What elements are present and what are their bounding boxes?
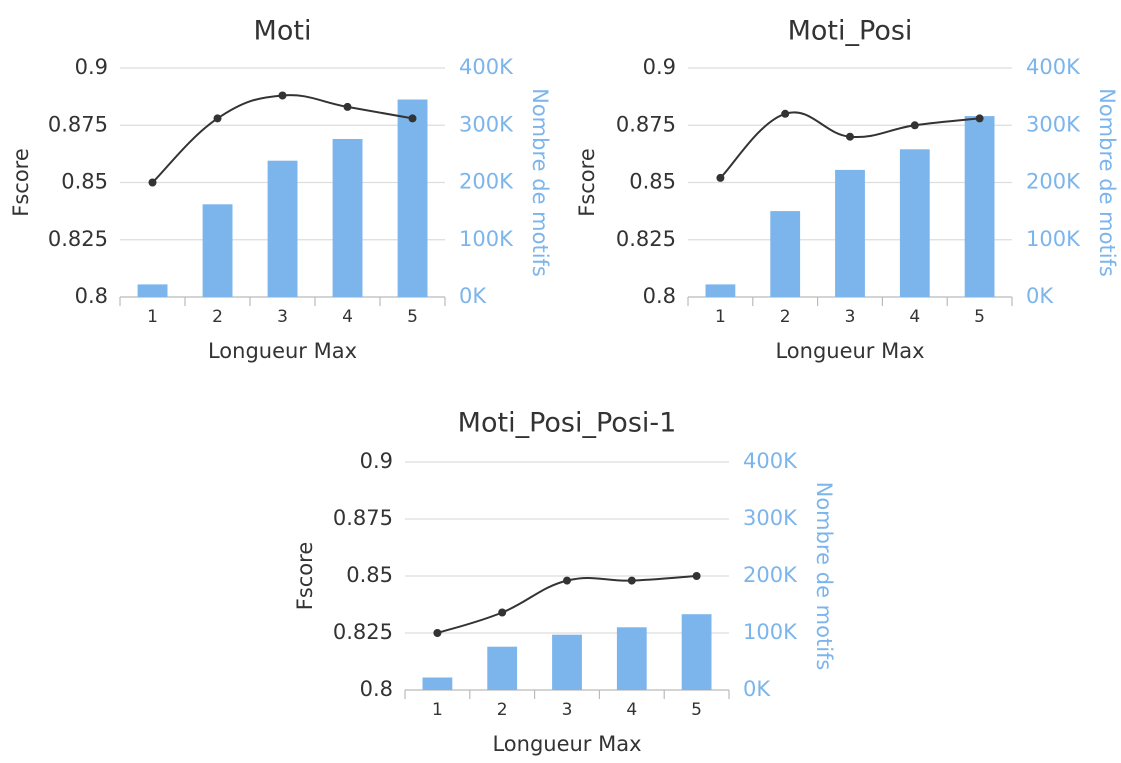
chart-title: Moti bbox=[254, 16, 312, 47]
fscore-point-5 bbox=[975, 114, 984, 123]
y2-tick-label: 300K bbox=[459, 112, 514, 136]
fscore-point-5 bbox=[692, 572, 701, 580]
bar-4 bbox=[899, 149, 930, 297]
fscore-point-1 bbox=[716, 173, 725, 182]
x-tick-label: 3 bbox=[845, 307, 856, 327]
bar-1 bbox=[705, 284, 736, 297]
y-tick-label: 0.85 bbox=[346, 563, 393, 587]
y2-tick-label: 0K bbox=[743, 677, 771, 701]
y-tick-label: 0.875 bbox=[616, 112, 676, 136]
bar-2 bbox=[487, 646, 518, 690]
y2-tick-label: 100K bbox=[1026, 227, 1081, 251]
y-tick-label: 0.9 bbox=[75, 55, 108, 79]
chart-3: Moti_Posi_Posi-1 0.8 0K 0.825 100K 0.85 200K 0.… bbox=[293, 408, 836, 757]
bar-3 bbox=[835, 169, 865, 297]
x-tick-label: 4 bbox=[909, 307, 920, 327]
bar-1 bbox=[137, 284, 168, 297]
x-axis-title: Longueur Max bbox=[208, 339, 357, 363]
y2-tick-label: 0K bbox=[1026, 284, 1054, 308]
bar-2 bbox=[202, 204, 233, 297]
y2-tick-label: 400K bbox=[743, 449, 798, 473]
x-tick-label: 1 bbox=[147, 307, 158, 327]
y2-tick-label: 0K bbox=[459, 284, 487, 308]
bar-5 bbox=[397, 99, 428, 297]
x-tick-label: 2 bbox=[497, 700, 508, 720]
x-tick-label: 4 bbox=[342, 307, 353, 327]
x-tick-label: 3 bbox=[562, 700, 573, 720]
fscore-point-2 bbox=[781, 109, 790, 118]
fscore-line bbox=[719, 111, 980, 179]
bar-5 bbox=[681, 614, 712, 690]
fscore-point-5 bbox=[408, 114, 417, 123]
bar-3 bbox=[552, 634, 582, 690]
y-tick-label: 0.9 bbox=[360, 449, 393, 473]
fscore-point-1 bbox=[148, 178, 157, 187]
fscore-point-4 bbox=[627, 576, 636, 585]
y2-tick-label: 200K bbox=[459, 170, 514, 194]
y2-tick-label: 100K bbox=[459, 227, 514, 251]
fscore-point-4 bbox=[910, 121, 919, 130]
chart-title: Moti_Posi bbox=[788, 16, 913, 47]
y-tick-label: 0.8 bbox=[75, 284, 108, 308]
chart-2: Moti_Posi 0.8 0K 0.825 100K 0.85 200K 0.875 300K… bbox=[575, 16, 1119, 364]
y-tick-label: 0.825 bbox=[333, 620, 393, 644]
x-tick-label: 1 bbox=[432, 700, 443, 720]
chart-1: Moti 0.8 0K 0.825 100K 0.85 200K 0.875 300K 0.9 40… bbox=[9, 16, 552, 364]
fscore-point-3 bbox=[846, 132, 854, 141]
y-tick-label: 0.825 bbox=[48, 227, 108, 251]
y-tick-label: 0.9 bbox=[643, 55, 676, 79]
x-axis-title: Longueur Max bbox=[775, 339, 924, 363]
y-tick-label: 0.8 bbox=[643, 284, 676, 308]
y-tick-label: 0.8 bbox=[360, 677, 393, 701]
y-tick-label: 0.825 bbox=[616, 227, 676, 251]
x-tick-label: 1 bbox=[715, 307, 726, 327]
bar-3 bbox=[267, 160, 298, 297]
bar-2 bbox=[770, 211, 801, 297]
x-axis-title: Longueur Max bbox=[492, 732, 641, 756]
y-axis-title: Fscore bbox=[575, 148, 599, 217]
y-tick-label: 0.875 bbox=[48, 112, 108, 136]
chart-title: Moti_Posi_Posi-1 bbox=[458, 408, 677, 439]
fscore-point-1 bbox=[433, 629, 442, 637]
fscore-point-2 bbox=[213, 114, 222, 123]
y2-tick-label: 200K bbox=[743, 563, 798, 587]
fscore-point-3 bbox=[278, 91, 287, 100]
y2-axis-title: Nombre de motifs bbox=[1095, 88, 1119, 277]
x-tick-label: 5 bbox=[407, 307, 418, 327]
y2-axis-title: Nombre de motifs bbox=[812, 482, 836, 671]
fscore-point-3 bbox=[563, 576, 571, 585]
fscore-point-2 bbox=[498, 608, 507, 617]
y2-tick-label: 200K bbox=[1026, 170, 1081, 194]
fscore-point-4 bbox=[343, 102, 352, 111]
y-tick-label: 0.85 bbox=[61, 170, 108, 194]
x-tick-label: 4 bbox=[626, 700, 637, 720]
x-tick-label: 2 bbox=[780, 307, 791, 327]
y-tick-label: 0.875 bbox=[333, 506, 393, 530]
y2-tick-label: 100K bbox=[743, 620, 798, 644]
y2-tick-label: 300K bbox=[1026, 112, 1081, 136]
bar-1 bbox=[422, 677, 453, 690]
y-tick-label: 0.85 bbox=[629, 170, 676, 194]
x-tick-label: 2 bbox=[212, 307, 223, 327]
y-axis-title: Fscore bbox=[293, 542, 317, 611]
y2-axis-title: Nombre de motifs bbox=[528, 88, 552, 277]
bar-4 bbox=[332, 139, 363, 297]
y2-tick-label: 300K bbox=[743, 506, 798, 530]
x-tick-label: 3 bbox=[277, 307, 288, 327]
x-tick-label: 5 bbox=[691, 700, 702, 720]
y2-tick-label: 400K bbox=[459, 55, 514, 79]
bar-5 bbox=[964, 116, 995, 297]
x-tick-label: 5 bbox=[974, 307, 985, 327]
y-axis-title: Fscore bbox=[9, 148, 33, 217]
y2-tick-label: 400K bbox=[1026, 55, 1081, 79]
bar-4 bbox=[616, 627, 647, 690]
